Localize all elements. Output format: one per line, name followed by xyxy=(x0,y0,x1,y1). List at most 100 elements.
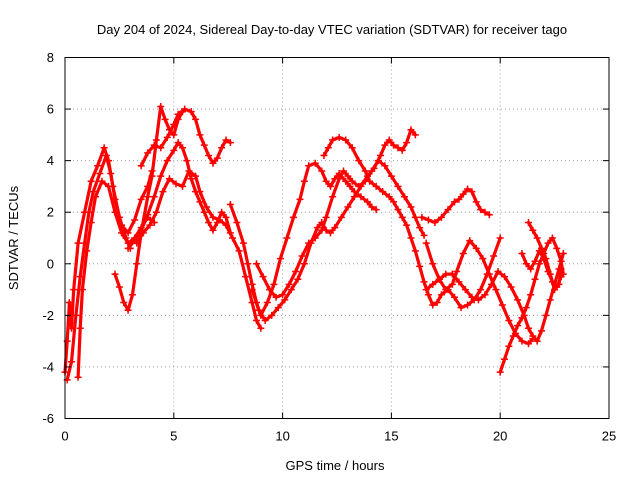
data-point xyxy=(464,301,472,309)
data-point xyxy=(100,144,108,152)
series-line xyxy=(250,128,417,323)
data-point xyxy=(313,224,321,232)
data-point xyxy=(124,244,132,252)
data-point xyxy=(442,286,450,294)
data-point xyxy=(222,221,230,229)
data-point xyxy=(346,182,354,190)
data-point xyxy=(542,255,550,263)
data-point xyxy=(248,286,256,294)
series-track-e xyxy=(137,105,234,170)
data-point xyxy=(261,317,269,325)
grid xyxy=(65,57,609,419)
data-point xyxy=(322,177,330,185)
data-point xyxy=(418,213,426,221)
data-point xyxy=(305,162,313,170)
data-point xyxy=(324,144,332,152)
data-point xyxy=(78,286,86,294)
data-point xyxy=(215,216,223,224)
data-point xyxy=(538,327,546,335)
data-point xyxy=(161,115,169,123)
data-point xyxy=(181,105,189,113)
data-point xyxy=(187,108,195,116)
data-point xyxy=(481,208,489,216)
data-point xyxy=(390,198,398,206)
data-point xyxy=(296,195,304,203)
data-point xyxy=(244,260,252,268)
data-point xyxy=(157,144,165,152)
data-point xyxy=(115,283,123,291)
data-point xyxy=(266,286,274,294)
data-point xyxy=(174,110,182,118)
data-point xyxy=(205,219,213,227)
data-point xyxy=(340,167,348,175)
data-point xyxy=(131,216,139,224)
data-point xyxy=(233,219,241,227)
x-tick-label: 0 xyxy=(61,429,68,444)
data-point xyxy=(529,226,537,234)
data-point xyxy=(524,340,532,348)
data-point xyxy=(553,244,561,252)
data-point xyxy=(355,157,363,165)
data-point xyxy=(133,260,141,268)
y-tick-label: -4 xyxy=(42,359,54,374)
data-point xyxy=(411,247,419,255)
data-point xyxy=(331,224,339,232)
data-point xyxy=(268,311,276,319)
data-point xyxy=(192,115,200,123)
data-point xyxy=(451,293,459,301)
data-point xyxy=(283,234,291,242)
data-point xyxy=(209,226,217,234)
data-point xyxy=(209,213,217,221)
data-point xyxy=(196,188,204,196)
series-track-q xyxy=(524,219,565,294)
data-point xyxy=(494,268,502,276)
data-point xyxy=(163,133,171,141)
series-line xyxy=(322,135,502,310)
data-point xyxy=(474,296,482,304)
data-point xyxy=(455,195,463,203)
series-line xyxy=(254,159,426,299)
series-line xyxy=(424,251,565,343)
data-point xyxy=(548,234,556,242)
data-point xyxy=(235,247,243,255)
data-point xyxy=(146,221,154,229)
data-point xyxy=(70,286,78,294)
data-point xyxy=(448,280,456,288)
data-point xyxy=(133,239,141,247)
data-point xyxy=(139,229,147,237)
data-point xyxy=(337,213,345,221)
data-point xyxy=(390,141,398,149)
data-point xyxy=(342,177,350,185)
data-point xyxy=(542,311,550,319)
data-point xyxy=(394,144,402,152)
data-point xyxy=(335,175,343,183)
data-point xyxy=(222,136,230,144)
data-point xyxy=(518,249,526,257)
data-point xyxy=(442,270,450,278)
data-point xyxy=(311,159,319,167)
data-point xyxy=(118,229,126,237)
data-point xyxy=(348,144,356,152)
data-point xyxy=(98,177,106,185)
data-point xyxy=(279,291,287,299)
series-track-m xyxy=(418,185,493,227)
data-point xyxy=(557,265,565,273)
series-line xyxy=(424,239,535,346)
data-point xyxy=(385,136,393,144)
data-point xyxy=(522,260,530,268)
data-point xyxy=(218,144,226,152)
data-point xyxy=(272,293,280,301)
data-point xyxy=(65,298,73,306)
data-point xyxy=(200,141,208,149)
data-point xyxy=(355,182,363,190)
data-point xyxy=(387,172,395,180)
data-point xyxy=(407,203,415,211)
data-point xyxy=(270,280,278,288)
data-point xyxy=(165,175,173,183)
data-point xyxy=(196,131,204,139)
data-point xyxy=(477,286,485,294)
data-point xyxy=(205,151,213,159)
data-point xyxy=(544,239,552,247)
data-point xyxy=(416,262,424,270)
data-point xyxy=(394,206,402,214)
